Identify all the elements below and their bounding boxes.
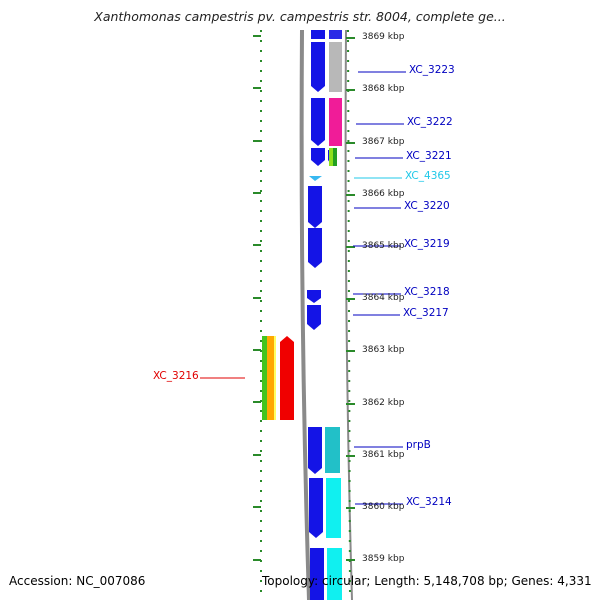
topology-text: Topology: circular; Length: 5,148,708 bp… <box>262 574 592 588</box>
gene-xc3214-arrow[interactable] <box>309 478 323 538</box>
gene-label[interactable]: XC_4365 <box>405 170 451 182</box>
backbone-outer-arc <box>299 29 311 600</box>
scale-tick-label: 3863 kbp <box>362 345 405 355</box>
gene-label[interactable]: XC_3219 <box>404 238 450 250</box>
gene-label[interactable]: XC_3214 <box>406 496 452 508</box>
gene-prpb-arrow[interactable] <box>308 427 322 474</box>
gene-label[interactable]: XC_3218 <box>404 286 450 298</box>
gene-xc3223-arrow[interactable] <box>311 42 325 92</box>
scale-tick-label: 3864 kbp <box>362 293 405 303</box>
gene-label[interactable]: XC_3217 <box>403 307 449 319</box>
gene-xc3221-arrow[interactable] <box>311 148 325 166</box>
left-major-ticks <box>253 35 261 561</box>
gene-xc3222-arrow[interactable] <box>311 98 325 146</box>
scale-tick-label: 3867 kbp <box>362 137 405 147</box>
gene-xc3218-arrow[interactable] <box>307 290 321 303</box>
gene-xc3216-bars[interactable] <box>262 336 294 420</box>
backbone-inner-arc <box>344 29 353 600</box>
accession-text: Accession: NC_007086 <box>9 574 146 588</box>
cog-color-track <box>325 30 342 600</box>
gene-xc3219-arrow[interactable] <box>308 228 322 268</box>
scale-major-ticks <box>346 37 355 561</box>
map-title: Xanthomonas campestris pv. campestris st… <box>94 9 506 24</box>
gene-label[interactable]: XC_3222 <box>407 116 453 128</box>
gene-label[interactable]: XC_3221 <box>406 150 452 162</box>
scale-tick-label: 3868 kbp <box>362 84 405 94</box>
scale-tick-label: 3861 kbp <box>362 450 405 460</box>
label-leader-lines <box>200 71 406 505</box>
gene-xc3217-arrow[interactable] <box>307 305 321 330</box>
gene-label[interactable]: XC_3220 <box>404 200 450 212</box>
gene-block[interactable] <box>311 30 325 39</box>
trna-xc4365[interactable] <box>309 176 322 181</box>
scale-tick-label: 3866 kbp <box>362 189 405 199</box>
gene-label[interactable]: XC_3216 <box>153 370 199 382</box>
gene-label[interactable]: prpB <box>406 439 431 451</box>
gene-label[interactable]: XC_3223 <box>409 64 455 76</box>
scale-tick-label: 3862 kbp <box>362 398 405 408</box>
scale-tick-label: 3860 kbp <box>362 502 405 512</box>
scale-tick-label: 3869 kbp <box>362 32 405 42</box>
scale-tick-label: 3859 kbp <box>362 554 405 564</box>
scale-tick-label: 3865 kbp <box>362 241 405 251</box>
gene-block-bottom[interactable] <box>310 548 324 600</box>
gene-xc3220-arrow[interactable] <box>308 186 322 228</box>
